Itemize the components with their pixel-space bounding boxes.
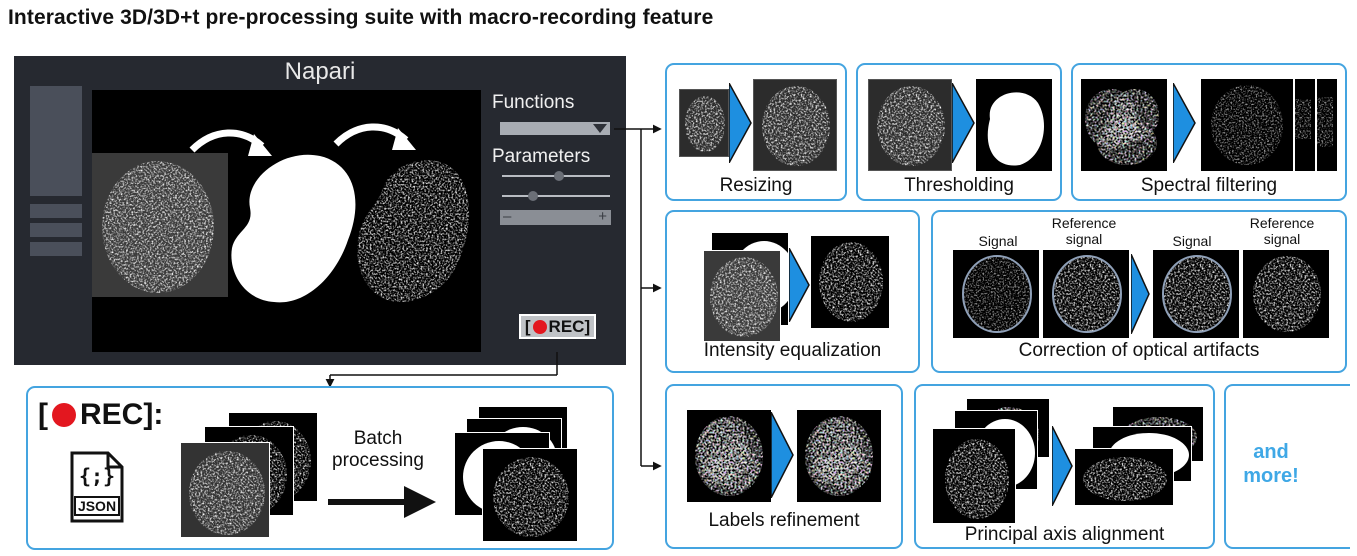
blue-arrow-icon <box>771 412 794 498</box>
labels-refinement-panel: Labels refinement <box>665 384 903 549</box>
labels-before-image <box>687 410 771 502</box>
equalization-panel: Intensity equalization <box>665 210 920 373</box>
spectral-color-image <box>1081 79 1167 171</box>
and-more-line-2: more! <box>1243 465 1299 487</box>
principal-axis-panel: Principal axis alignment <box>914 384 1215 549</box>
batch-rec-label: [ REC ]: <box>38 398 163 432</box>
filtered-image <box>357 160 470 302</box>
rec-label: REC <box>548 316 585 336</box>
layer-list-item[interactable] <box>30 223 82 237</box>
mask-image <box>231 154 356 303</box>
optical-caption: Correction of optical artifacts <box>1018 340 1260 361</box>
signal-image-before <box>953 250 1039 338</box>
blue-arrow-icon <box>1131 254 1150 334</box>
reference-label-2b: signal <box>1263 231 1301 247</box>
equalization-raw-image <box>703 250 781 342</box>
spectral-caption: Spectral filtering <box>1140 175 1278 196</box>
thresholding-mask-image <box>976 79 1052 171</box>
reference-image-after <box>1243 250 1329 338</box>
signal-label-2: Signal <box>1172 233 1212 249</box>
functions-dropdown[interactable] <box>500 122 610 135</box>
functions-label: Functions <box>492 92 575 113</box>
stack-processed-image <box>482 448 578 542</box>
stack-raw-image <box>180 442 270 538</box>
blue-arrow-icon <box>952 83 975 163</box>
principal-caption: Principal axis alignment <box>964 524 1165 545</box>
rec-bracket-open: [ <box>38 398 48 431</box>
signal-label-1: Signal <box>978 233 1018 249</box>
rec-label: REC <box>80 398 144 431</box>
plus-icon[interactable]: + <box>598 208 607 225</box>
napari-window: Napari Functions Parameters – + <box>14 56 626 365</box>
blue-arrow-icon <box>789 248 810 322</box>
spectral-filtering-panel: Spectral filtering <box>1071 63 1347 201</box>
reference-label-1b: signal <box>1065 231 1103 247</box>
napari-canvas[interactable] <box>92 90 481 352</box>
json-braces: {;} <box>78 464 116 488</box>
optical-artifacts-panel: Signal Reference signal Signal Reference… <box>931 210 1347 373</box>
rec-bracket-close: ]: <box>143 398 164 431</box>
labels-after-image <box>797 410 881 502</box>
thresholding-caption: Thresholding <box>904 175 1014 196</box>
reference-label-1a: Reference <box>1051 215 1117 231</box>
batch-label-1: Batch <box>353 428 403 449</box>
json-label: JSON <box>74 496 120 516</box>
record-dot-icon <box>532 319 547 334</box>
blue-arrow-icon <box>1052 426 1073 506</box>
blue-arrow-icon <box>1173 83 1196 163</box>
rec-bracket-close: ] <box>584 316 591 336</box>
spectral-red-channel <box>1201 79 1293 171</box>
signal-image-after <box>1153 250 1239 338</box>
reference-image-before <box>1043 250 1129 338</box>
and-more-line-1: and <box>1253 441 1289 463</box>
resizing-small-image <box>679 89 729 157</box>
resizing-large-image <box>753 79 837 171</box>
parameter-slider-2[interactable] <box>502 191 610 201</box>
equalization-result-image <box>811 236 889 328</box>
slider-handle[interactable] <box>528 191 538 201</box>
resizing-caption: Resizing <box>719 175 793 196</box>
figure-title: Interactive 3D/3D+t pre-processing suite… <box>8 6 714 29</box>
rec-bracket-open: [ <box>524 316 531 336</box>
minus-icon[interactable]: – <box>503 208 512 225</box>
range-control[interactable]: – + <box>500 208 611 225</box>
and-more-panel: and more! <box>1224 384 1350 549</box>
pa-aligned-front <box>1074 448 1174 506</box>
napari-title: Napari <box>284 58 356 85</box>
batch-processing-panel: [ REC ]: {;} JSON Batch processing <box>26 386 614 550</box>
batch-arrow-icon <box>328 486 436 518</box>
layer-list-item[interactable] <box>30 242 82 256</box>
labels-caption: Labels refinement <box>708 510 860 531</box>
layer-list-panel <box>30 86 82 196</box>
batch-label-2: processing <box>332 450 424 471</box>
thresholding-panel: Thresholding <box>856 63 1062 201</box>
pa-stack-front <box>932 428 1016 524</box>
spectral-green-channel <box>1295 79 1315 171</box>
slider-handle[interactable] <box>554 171 564 181</box>
chevron-down-icon <box>593 124 607 133</box>
spectral-blue-channel <box>1317 79 1337 171</box>
thresholding-raw-image <box>868 79 952 171</box>
resizing-panel: Resizing <box>665 63 847 201</box>
layer-list-item[interactable] <box>30 204 82 218</box>
json-file-icon: {;} JSON <box>68 450 126 524</box>
raw-image-blob <box>102 161 214 293</box>
blue-arrow-icon <box>729 83 752 163</box>
record-macro-button[interactable]: [ REC ] <box>519 314 596 339</box>
parameters-label: Parameters <box>492 146 591 167</box>
record-dot-icon <box>52 403 76 427</box>
parameter-slider-1[interactable] <box>502 171 610 181</box>
reference-label-2a: Reference <box>1249 215 1315 231</box>
canvas-illustration <box>92 123 470 303</box>
equalization-caption: Intensity equalization <box>703 340 882 361</box>
